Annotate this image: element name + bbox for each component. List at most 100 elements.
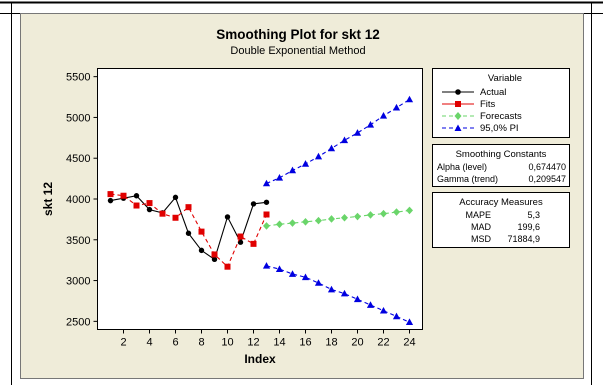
data-point-fits [250,240,257,247]
data-point-fits [133,202,140,209]
data-point-95-0-pi [340,136,349,144]
y-axis: 2500 3000 3500 4000 4500 5000 5500 [66,72,98,328]
accuracy-mad-label: MAD [471,222,492,232]
data-point-95-0-pi-lower [327,285,336,293]
x-tick-label: 2 [120,337,126,349]
legend-label-actual: Actual [480,87,506,98]
x-tick-label: 24 [403,337,415,349]
data-point-forecasts [380,209,387,218]
data-point-95-0-pi [327,144,336,152]
data-point-forecasts [367,211,374,219]
data-point-95-0-pi-lower [275,265,284,272]
data-point-forecasts [302,218,309,226]
x-axis: 2 4 6 8 10 12 14 16 18 20 22 24 [120,329,416,349]
legend-marker-pi [454,124,462,131]
data-point-95-0-pi-lower [340,289,349,297]
data-point-95-0-pi [379,112,388,119]
legend-title: Variable [488,73,522,84]
accuracy-measures-box [432,192,570,248]
data-point-95-0-pi [301,160,310,167]
data-point-fits [185,204,192,211]
legend-label-fits: Fits [480,99,496,110]
data-point-fits [120,192,127,199]
accuracy-mape-label: MAPE [465,210,491,220]
accuracy-title: Accuracy Measures [459,197,543,208]
data-point-95-0-pi-lower [353,295,362,303]
y-tick-label: 5000 [66,112,90,124]
data-point-fits [263,211,270,218]
y-tick-label: 3000 [66,276,90,288]
data-point-95-0-pi [405,95,414,103]
series-layer [107,95,414,325]
x-tick-label: 16 [299,337,311,349]
data-point-95-0-pi [314,152,323,160]
legend-entry-actual: Actual [442,87,506,98]
data-point-forecasts [263,222,270,230]
data-point-forecasts [406,206,413,215]
accuracy-mape-value: 5,3 [527,210,540,220]
data-point-actual [185,230,192,236]
plot-area [97,68,423,330]
data-point-forecasts [289,219,296,227]
data-point-95-0-pi-lower [405,318,414,325]
y-axis-label: skt 12 [41,182,55,216]
x-tick-label: 22 [377,337,389,349]
data-point-95-0-pi [392,103,401,111]
smoothing-constants-box [432,144,570,187]
chart-title: Smoothing Plot for skt 12 [216,27,380,42]
data-point-forecasts [315,216,322,225]
data-point-fits [172,214,179,221]
data-point-95-0-pi [366,120,375,128]
data-point-95-0-pi [353,129,362,136]
data-point-forecasts [328,215,335,223]
data-point-95-0-pi-lower [288,270,297,277]
data-point-actual [146,206,153,213]
legend-label-forecasts: Forecasts [480,111,522,122]
data-point-95-0-pi-lower [392,312,401,320]
smoothing-gamma-label: Gamma (trend) [437,174,498,184]
accuracy-msd-value: 71884,9 [507,234,540,244]
x-tick-label: 14 [273,337,285,349]
x-axis-label: Index [244,352,276,366]
data-point-95-0-pi [262,179,271,187]
data-point-95-0-pi-lower [379,306,388,314]
data-point-forecasts [354,212,361,221]
data-point-fits [107,191,114,198]
data-point-actual [198,247,205,254]
legend-entry-fits: Fits [442,99,496,110]
legend-marker-fits [455,101,461,107]
data-point-forecasts [276,220,283,229]
data-point-actual [224,214,231,220]
smoothing-alpha-label: Alpha (level) [437,162,487,172]
y-tick-label: 4500 [66,153,90,165]
chart-subtitle: Double Exponential Method [230,45,365,57]
data-point-fits [237,233,244,240]
data-point-fits [146,200,153,207]
y-tick-label: 3500 [66,235,90,247]
y-tick-label: 5500 [66,72,90,84]
accuracy-mad-value: 199,6 [517,222,540,232]
data-point-95-0-pi [288,166,297,174]
y-tick-label: 2500 [66,316,90,328]
data-point-actual [263,199,270,205]
x-tick-label: 12 [247,337,259,349]
data-point-fits [159,210,166,217]
y-tick-label: 4000 [66,194,90,206]
legend-label-pi: 95,0% PI [480,123,519,134]
data-point-95-0-pi-lower [366,301,375,308]
legend-marker-actual [455,89,461,95]
data-point-forecasts [341,213,348,222]
smoothing-title: Smoothing Constants [456,149,547,160]
data-point-fits [224,263,231,270]
data-point-fits [211,251,218,258]
x-tick-label: 10 [221,337,233,349]
legend-marker-forecasts [454,112,462,120]
data-point-actual [133,193,140,199]
data-point-95-0-pi-lower [301,273,310,281]
x-tick-label: 4 [146,337,152,349]
data-point-actual [172,194,179,201]
legend-entry-pi: 95,0% PI [442,123,519,134]
data-point-forecasts [393,208,400,216]
x-tick-label: 6 [172,337,178,349]
